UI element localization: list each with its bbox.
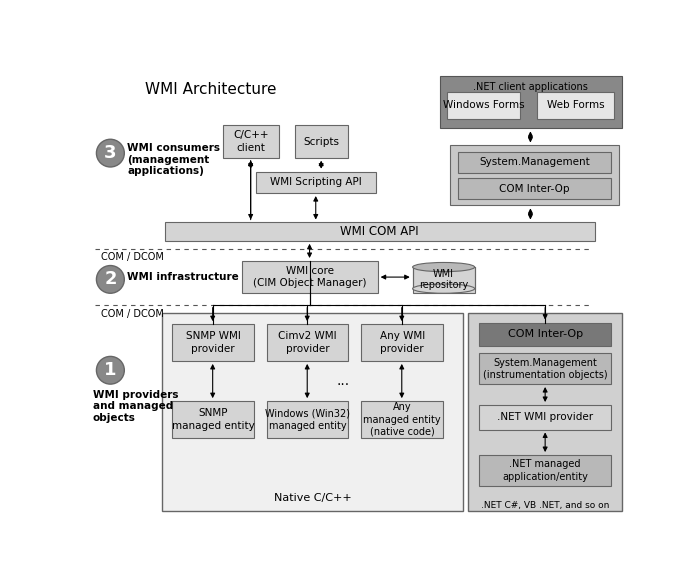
- Bar: [480, 353, 611, 384]
- Bar: [172, 324, 254, 361]
- Text: Windows Forms: Windows Forms: [443, 100, 524, 110]
- Text: WMI infrastructure: WMI infrastructure: [128, 272, 239, 282]
- Bar: [267, 401, 348, 438]
- Bar: [172, 401, 254, 438]
- Text: ...: ...: [337, 374, 349, 388]
- Text: Windows (Win32)
managed entity: Windows (Win32) managed entity: [265, 408, 350, 431]
- Bar: [164, 223, 595, 241]
- Text: WMI Scripting API: WMI Scripting API: [270, 177, 362, 187]
- Text: Scripts: Scripts: [303, 136, 339, 146]
- Text: 3: 3: [104, 144, 116, 162]
- Text: .NET client applications: .NET client applications: [473, 82, 588, 92]
- Bar: [480, 322, 611, 346]
- Bar: [480, 405, 611, 430]
- Bar: [447, 92, 521, 120]
- Bar: [295, 125, 348, 158]
- Text: COM Inter-Op: COM Inter-Op: [499, 184, 569, 194]
- Text: SNMP WMI
provider: SNMP WMI provider: [185, 331, 240, 354]
- Text: Any WMI
provider: Any WMI provider: [380, 331, 424, 354]
- Bar: [162, 312, 463, 511]
- Bar: [468, 312, 622, 511]
- Bar: [362, 401, 443, 438]
- Text: WMI Architecture: WMI Architecture: [145, 82, 277, 97]
- Bar: [413, 267, 475, 293]
- Text: System.Management
(instrumentation objects): System.Management (instrumentation objec…: [483, 357, 608, 380]
- Bar: [480, 455, 611, 486]
- Text: WMI
repository: WMI repository: [419, 269, 468, 290]
- Ellipse shape: [413, 284, 475, 293]
- Bar: [242, 261, 378, 293]
- Text: .NET C#, VB .NET, and so on: .NET C#, VB .NET, and so on: [481, 501, 609, 510]
- Text: .NET managed
application/entity: .NET managed application/entity: [503, 459, 588, 482]
- Bar: [440, 76, 622, 128]
- Text: WMI COM API: WMI COM API: [340, 225, 419, 238]
- Circle shape: [96, 139, 124, 167]
- Text: Any
managed entity
(native code): Any managed entity (native code): [363, 402, 441, 437]
- Bar: [256, 171, 376, 193]
- Circle shape: [96, 356, 124, 384]
- Text: WMI core
(CIM Object Manager): WMI core (CIM Object Manager): [253, 266, 367, 288]
- Text: COM / DCOM: COM / DCOM: [101, 308, 164, 319]
- Bar: [537, 92, 614, 120]
- Circle shape: [96, 265, 124, 293]
- Bar: [450, 145, 619, 205]
- Text: 2: 2: [104, 271, 116, 289]
- Text: 1: 1: [104, 361, 116, 380]
- Bar: [457, 178, 611, 199]
- Bar: [223, 125, 279, 158]
- Text: Cimv2 WMI
provider: Cimv2 WMI provider: [278, 331, 337, 354]
- Bar: [457, 152, 611, 173]
- Text: WMI providers
and managed
objects: WMI providers and managed objects: [93, 389, 178, 423]
- Bar: [362, 324, 443, 361]
- Text: .NET WMI provider: .NET WMI provider: [497, 412, 593, 422]
- Bar: [267, 324, 348, 361]
- Text: COM / DCOM: COM / DCOM: [101, 252, 164, 262]
- Text: Native C/C++: Native C/C++: [274, 493, 351, 504]
- Text: C/C++
client: C/C++ client: [233, 131, 268, 153]
- Text: SNMP
managed entity: SNMP managed entity: [171, 408, 254, 431]
- Text: System.Management: System.Management: [479, 157, 590, 167]
- Text: COM Inter-Op: COM Inter-Op: [507, 329, 583, 339]
- Text: WMI consumers
(management
applications): WMI consumers (management applications): [128, 143, 220, 176]
- Text: Web Forms: Web Forms: [546, 100, 604, 110]
- Ellipse shape: [413, 262, 475, 272]
